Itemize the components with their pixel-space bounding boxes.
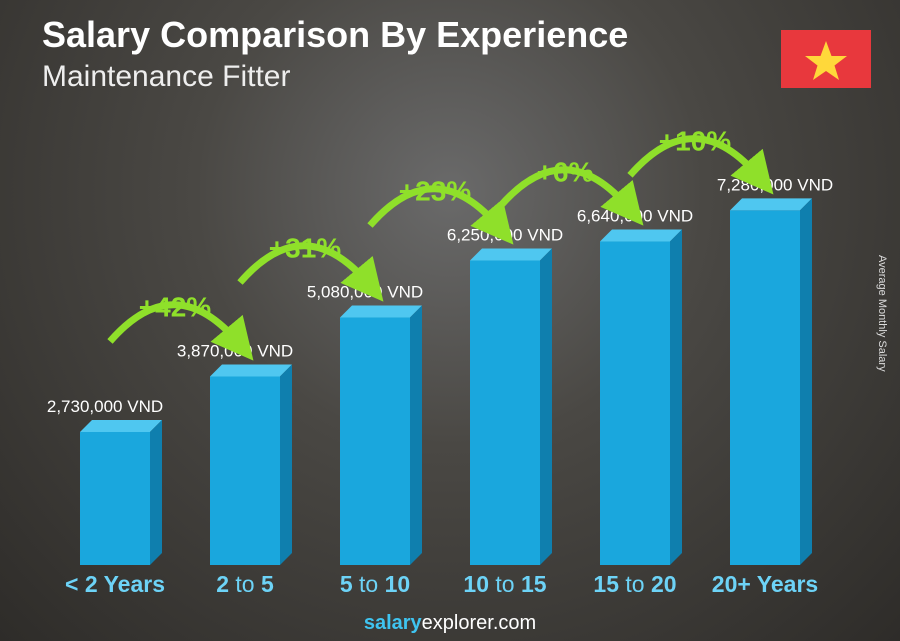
category-part: 10: [463, 571, 489, 597]
value-label: 5,080,000 VND: [307, 283, 423, 302]
change-arrow: [497, 166, 644, 226]
y-axis-label: Average Monthly Salary: [876, 255, 888, 372]
change-label: +31%: [269, 233, 341, 264]
change-label: +23%: [399, 176, 471, 207]
value-label: 6,250,000 VND: [447, 226, 563, 245]
value-label: 2,730,000 VND: [47, 397, 163, 416]
category-part: 5: [340, 571, 353, 597]
bar-top: [210, 364, 292, 377]
category-label: 5 to 10: [340, 571, 410, 597]
bar-top: [340, 305, 422, 318]
vietnam-flag: [781, 30, 871, 88]
bar: [210, 376, 280, 565]
brand-c: .com: [492, 612, 537, 634]
category-label: 20+ Years: [712, 571, 818, 597]
category-part: to: [619, 571, 651, 597]
chart-subtitle: Maintenance Fitter: [42, 60, 291, 93]
category-part: to: [489, 571, 521, 597]
bar: [470, 260, 540, 565]
category-part: 15: [521, 571, 547, 597]
brand-b: explorer: [421, 612, 493, 634]
bar: [600, 241, 670, 565]
change-arrow: [107, 301, 254, 361]
category-label: 15 to 20: [593, 571, 676, 597]
change-arrow: [237, 242, 384, 302]
bar-side: [150, 420, 162, 565]
chart-title: Salary Comparison By Experience: [42, 14, 629, 55]
bar-side: [410, 305, 422, 565]
brand-logo[interactable]: salaryexplorer.com: [0, 612, 900, 635]
change-arrow: [627, 135, 774, 195]
category-part: 5: [261, 571, 274, 597]
bar-side: [540, 248, 552, 565]
category-part: 2: [216, 571, 229, 597]
category-part: to: [353, 571, 385, 597]
change-label: +10%: [659, 125, 731, 156]
category-part: 15: [593, 571, 619, 597]
category-part: 20: [651, 571, 677, 597]
category-label: 2 to 5: [216, 571, 274, 597]
bar-top: [600, 229, 682, 242]
change-arrow: [367, 185, 514, 245]
category-part: <: [65, 571, 78, 597]
bar: [730, 210, 800, 566]
change-label: +42%: [139, 291, 211, 322]
category-label: 10 to 15: [463, 571, 546, 597]
category-part: to: [229, 571, 261, 597]
value-label: 7,280,000 VND: [717, 175, 833, 194]
value-label: 3,870,000 VND: [177, 341, 293, 360]
change-label: +6%: [537, 157, 594, 188]
bar-top: [80, 420, 162, 432]
star-icon: [805, 41, 847, 80]
category-part: 10: [385, 571, 411, 597]
bar-top: [470, 248, 552, 261]
bar-side: [800, 198, 812, 566]
bar-side: [280, 364, 292, 565]
bar: [340, 317, 410, 565]
category-label: < 2 Years: [65, 571, 165, 597]
category-part: 2 Years: [78, 571, 165, 597]
value-label: 6,640,000 VND: [577, 207, 693, 226]
category-part: 20+ Years: [712, 571, 818, 597]
bar: [80, 432, 150, 565]
brand-a: salary: [363, 612, 422, 634]
bar-top: [730, 198, 812, 211]
bar-side: [670, 229, 682, 565]
